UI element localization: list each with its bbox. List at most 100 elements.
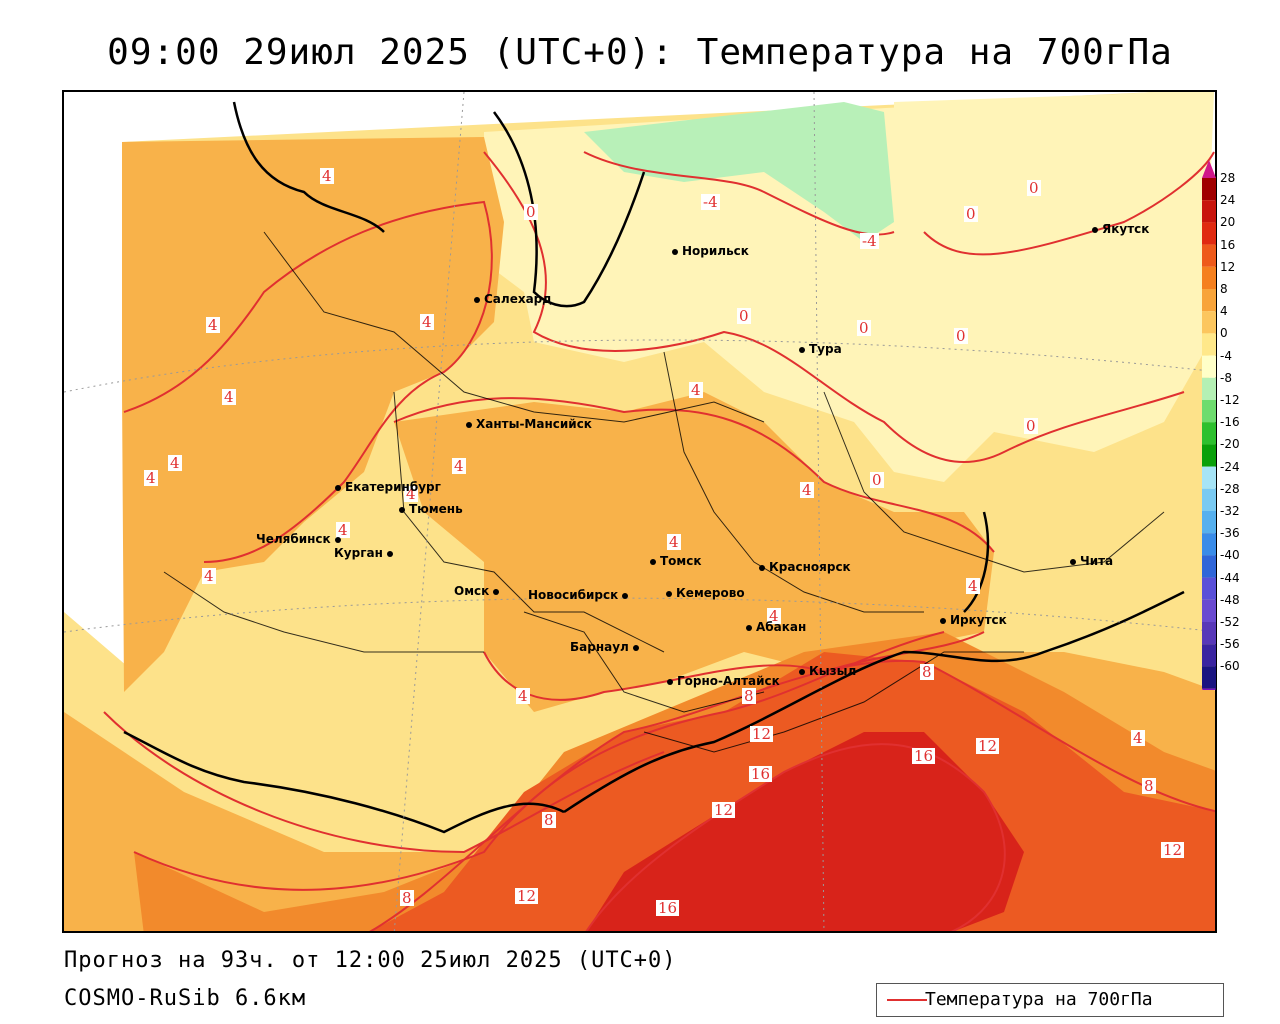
city-marker — [799, 346, 805, 353]
city-marker — [1070, 558, 1076, 565]
city-kemerovo: Кемерово — [666, 586, 745, 600]
scale-swatch — [1202, 422, 1216, 445]
contour-label: 4 — [516, 687, 530, 705]
scale-swatch — [1202, 577, 1216, 600]
city-chelyabinsk: Челябинск — [256, 532, 345, 546]
scale-swatch — [1202, 644, 1216, 667]
city-marker — [667, 678, 673, 685]
contour-label: 0 — [1024, 417, 1038, 435]
contour-label: 0 — [1027, 179, 1041, 197]
scale-tick-label: -12 — [1220, 393, 1240, 407]
city-tyumen: Тюмень — [399, 502, 463, 516]
city-marker — [746, 624, 752, 631]
contour-label: 16 — [749, 765, 773, 783]
contour-label: 8 — [400, 889, 414, 907]
city-kyzyl: Кызыл — [799, 664, 856, 678]
band-4-8-central — [394, 392, 994, 712]
contour-label: 4 — [800, 481, 814, 499]
city-marker — [759, 564, 765, 571]
scale-swatch — [1202, 488, 1216, 511]
city-abakan: Абакан — [746, 620, 806, 634]
city-krasnoyarsk: Красноярск — [759, 560, 851, 574]
contour-label: 4 — [1131, 729, 1145, 747]
city-marker — [672, 248, 678, 255]
city-marker — [474, 296, 480, 303]
scale-swatch — [1202, 622, 1216, 645]
color-scale-bar — [1202, 160, 1216, 690]
series-legend: Температура на 700гПа — [876, 983, 1224, 1017]
scale-tick-label: -60 — [1220, 659, 1240, 674]
city-marker — [466, 421, 472, 428]
city-marker — [493, 588, 500, 595]
contour-label: 12 — [750, 725, 774, 743]
contour-label: 0 — [870, 471, 884, 489]
contour-label: 16 — [912, 747, 936, 765]
scale-swatch — [1202, 555, 1216, 578]
city-marker — [1092, 226, 1098, 233]
scale-tick-label: -28 — [1220, 481, 1240, 496]
city-chita: Чита — [1070, 554, 1113, 568]
series-legend-swatch — [887, 999, 927, 1001]
city-marker — [940, 617, 946, 624]
contour-label: 16 — [656, 899, 680, 917]
scale-swatch — [1202, 511, 1216, 534]
scale-tick-label: 0 — [1220, 326, 1228, 341]
contour-label: 4 — [689, 381, 703, 399]
scale-swatch — [1202, 333, 1216, 356]
city-salekhard: Салехард — [474, 292, 552, 306]
city-marker — [666, 590, 672, 597]
band-m8-m4 — [584, 102, 894, 242]
contour-label: 12 — [712, 801, 736, 819]
contour-label: 8 — [920, 663, 934, 681]
city-norilsk: Норильск — [672, 244, 749, 258]
scale-tick-label: -36 — [1220, 526, 1240, 541]
contour-label: 12 — [515, 887, 539, 905]
scale-swatch — [1202, 599, 1216, 622]
contour-label: 4 — [144, 469, 158, 487]
city-marker — [399, 506, 405, 513]
graticule — [64, 92, 1215, 931]
scale-tick-label: 16 — [1220, 237, 1236, 252]
contour-label: 0 — [524, 203, 538, 221]
scale-arrow-bottom — [1202, 688, 1216, 690]
scale-tick-label: 28 — [1220, 171, 1236, 185]
contour-label: 8 — [742, 687, 756, 705]
contour-label: 4 — [222, 388, 236, 406]
contour-label: -4 — [701, 193, 720, 211]
city-marker — [650, 558, 656, 565]
scale-swatch — [1202, 311, 1216, 334]
contour-label: -4 — [860, 232, 879, 250]
scale-tick-label: -48 — [1220, 592, 1240, 607]
scale-swatch — [1202, 533, 1216, 556]
city-khanty-mansiysk: Ханты-Мансийск — [466, 417, 592, 431]
scale-tick-label: -8 — [1220, 370, 1232, 385]
scale-swatch — [1202, 444, 1216, 467]
contour-label: 12 — [1161, 841, 1185, 859]
scale-swatch — [1202, 466, 1216, 489]
scale-tick-label: -24 — [1220, 459, 1240, 474]
scale-tick-label: -44 — [1220, 570, 1240, 585]
scale-tick-label: -4 — [1220, 348, 1232, 363]
scale-arrow-top — [1202, 160, 1216, 178]
scale-swatch — [1202, 400, 1216, 423]
scale-tick-label: -32 — [1220, 504, 1240, 518]
scale-swatch — [1202, 244, 1216, 267]
color-scale: 28 24 20 16 12 8 4 0 -4 -8 -12 -16 -20 -24 -28 -32 -36 -4… — [1200, 160, 1280, 690]
contour-label: 0 — [964, 205, 978, 223]
contour-label: 8 — [1142, 777, 1156, 795]
band-4-8-west — [122, 137, 504, 692]
contour-label: 4 — [404, 485, 418, 503]
contour-label: 4 — [767, 607, 781, 625]
city-marker — [799, 668, 805, 675]
scale-swatch — [1202, 289, 1216, 312]
scale-swatch — [1202, 222, 1216, 245]
city-tomsk: Томск — [650, 554, 702, 568]
scale-tick-label: -40 — [1220, 548, 1240, 563]
city-marker — [386, 550, 393, 557]
scale-tick-label: 12 — [1220, 259, 1236, 274]
scale-swatch — [1202, 666, 1216, 689]
city-tura: Тура — [799, 342, 842, 356]
contour-label: 0 — [737, 307, 751, 325]
contour-label: 4 — [206, 316, 220, 334]
map-title: 09:00 29июл 2025 (UTC+0): Температура на… — [107, 32, 1173, 73]
